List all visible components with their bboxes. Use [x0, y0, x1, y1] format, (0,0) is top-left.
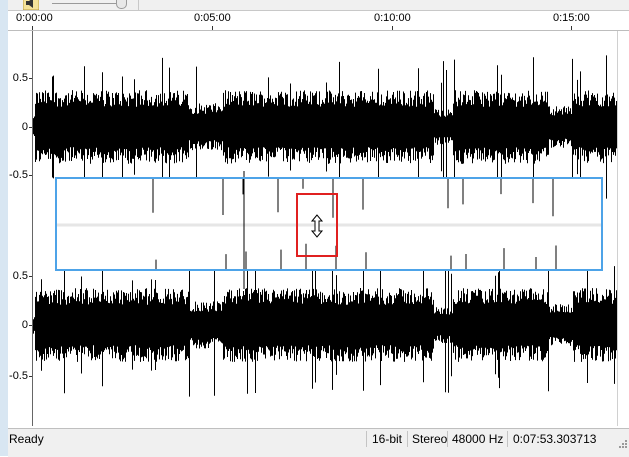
status-sample-rate: 48000 Hz	[452, 432, 504, 446]
bottom-channel-label-low: -0.5	[9, 370, 28, 382]
status-separator	[407, 431, 408, 447]
status-duration: 0:07:53.303713	[513, 432, 597, 446]
ruler-label-3: 0:15:00	[553, 12, 590, 24]
divider-selection-box	[55, 177, 603, 271]
waveform-path	[33, 55, 617, 199]
status-bit-depth: 16-bit	[372, 432, 403, 446]
top-channel-waveform	[33, 55, 617, 199]
resize-grip-icon[interactable]	[617, 438, 627, 448]
volume-slider-thumb[interactable]	[116, 0, 127, 9]
status-separator	[507, 431, 508, 447]
ruler-tick	[571, 26, 572, 30]
top-channel-label-high: 0.5	[12, 72, 28, 84]
ruler-label-0: 0:00:00	[16, 12, 53, 24]
top-channel-label-low: -0.5	[9, 169, 28, 181]
amplitude-axis: 0.5 0 -0.5 0.5 0 -0.5	[8, 31, 33, 426]
axis-tick	[29, 175, 32, 176]
ruler-tick	[392, 26, 393, 30]
cursor-highlight-box	[296, 193, 338, 257]
status-channels: Stereo	[412, 432, 448, 446]
waveform-peaks-in-gap	[152, 171, 557, 289]
speaker-icon[interactable]	[23, 0, 39, 10]
ruler-label-1: 0:05:00	[194, 12, 231, 24]
waveform-path	[33, 253, 617, 397]
ruler-tick	[212, 26, 213, 30]
bottom-channel-label-zero: 0	[21, 319, 28, 331]
axis-tick	[29, 376, 32, 377]
waveform-spike-path	[152, 171, 557, 289]
top-channel-label-zero: 0	[21, 121, 28, 133]
bottom-channel-waveform	[33, 253, 617, 397]
status-separator	[447, 431, 448, 447]
axis-tick	[29, 325, 32, 326]
bottom-channel-label-high: 0.5	[12, 270, 28, 282]
time-ruler[interactable]: 0:00:00 0:05:00 0:10:00 0:15:00	[8, 11, 629, 31]
status-separator	[366, 431, 367, 447]
volume-slider-track[interactable]	[52, 3, 122, 4]
toolbar	[8, 0, 629, 11]
ruler-tick	[32, 26, 33, 30]
window-left-border	[0, 0, 8, 456]
status-bar: Ready 16-bit Stereo 48000 Hz 0:07:53.303…	[8, 428, 629, 457]
waveform-view[interactable]	[33, 31, 617, 426]
ruler-label-2: 0:10:00	[374, 12, 411, 24]
axis-tick	[29, 127, 32, 128]
vertical-scrollbar[interactable]	[617, 31, 629, 426]
axis-tick	[29, 78, 32, 79]
waveform-canvas[interactable]	[33, 31, 617, 426]
status-state: Ready	[9, 432, 44, 446]
axis-tick	[29, 276, 32, 277]
toolbar-divider	[138, 0, 139, 10]
resize-vertical-cursor-icon	[310, 214, 324, 238]
